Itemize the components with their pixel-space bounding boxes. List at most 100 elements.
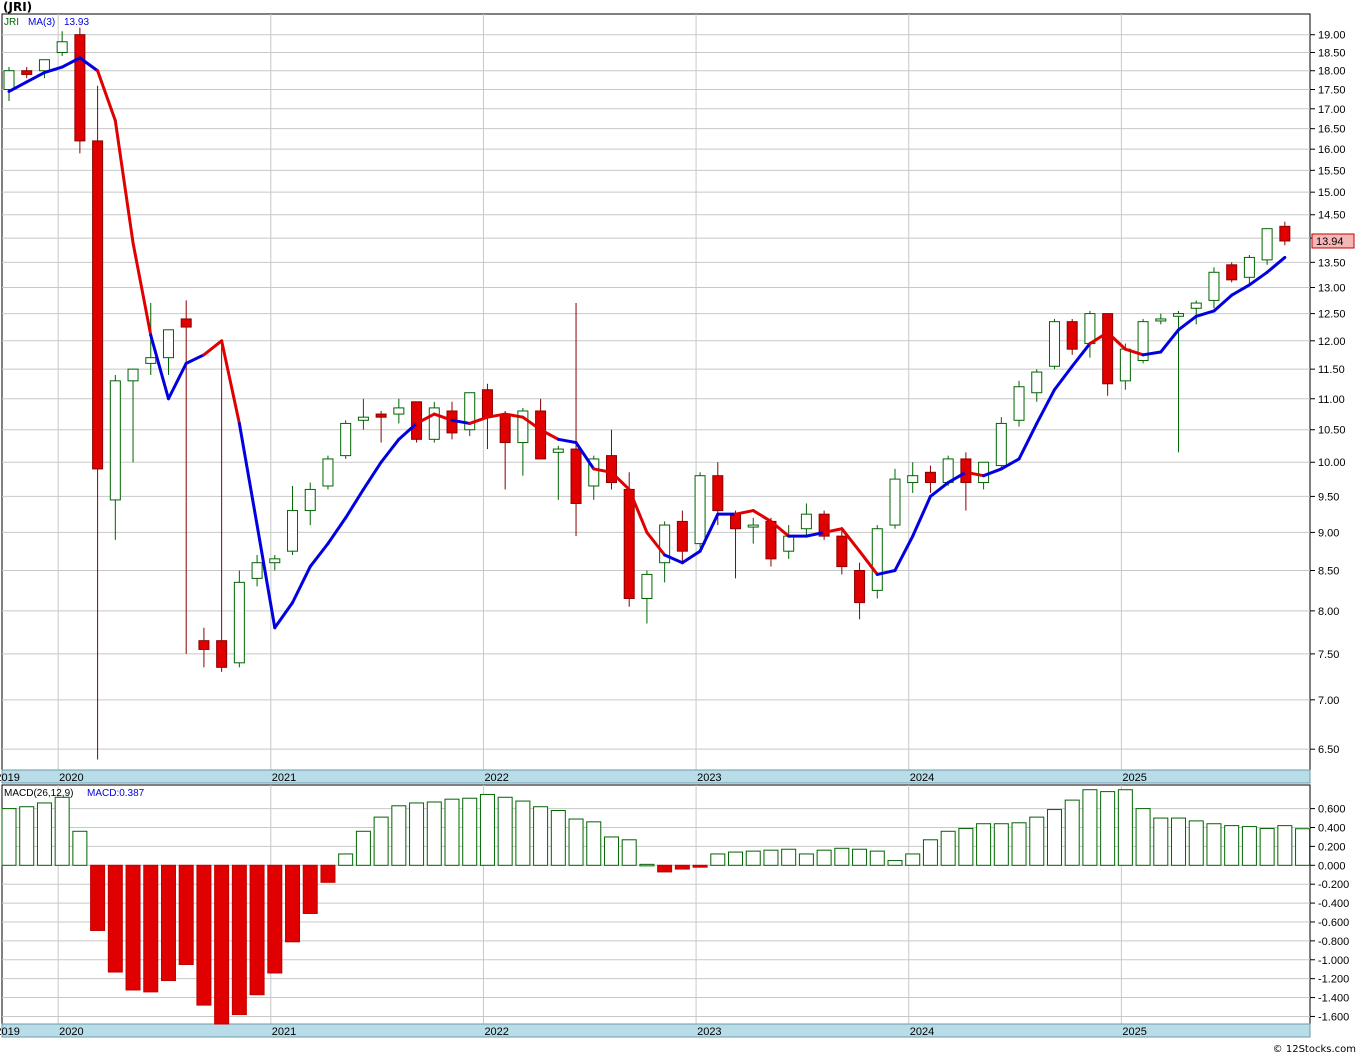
candle-body (588, 458, 600, 487)
price-tick-label: 16.50 (1318, 124, 1346, 136)
macd-bar (125, 864, 141, 991)
ma-segment (432, 412, 454, 422)
candle-body (1119, 348, 1131, 382)
ma-segment (485, 412, 507, 419)
macd-bar (798, 853, 814, 866)
macd-bar (54, 796, 70, 866)
price-tick-label: 17.00 (1318, 104, 1346, 116)
ma-segment (804, 530, 826, 538)
ma-segment (78, 56, 100, 73)
price-tick-label: 9.00 (1318, 527, 1339, 539)
candle-body (1173, 313, 1185, 317)
macd-bar (1135, 808, 1151, 866)
macd-bar (728, 851, 744, 866)
ma-segment (237, 421, 259, 527)
candle-body (783, 535, 795, 552)
year-label: 2020 (59, 772, 83, 784)
ma-segment (627, 487, 649, 534)
macd-tick-label: -1.600 (1318, 1011, 1349, 1023)
macd-bar (462, 797, 478, 866)
ma-segment (379, 437, 401, 464)
macd-tick-label: 0.600 (1318, 804, 1346, 816)
price-tick-label: 18.00 (1318, 66, 1346, 78)
price-tick-label: 18.50 (1318, 47, 1346, 59)
candle-body (38, 59, 50, 72)
macd-bar (426, 801, 442, 866)
candle-body (375, 413, 387, 418)
macd-bar (107, 864, 123, 973)
ma-segment (911, 494, 932, 538)
macd-bar (1064, 799, 1080, 866)
ma-segment (468, 415, 489, 425)
macd-legend-value: MACD:0.387 (87, 788, 145, 799)
price-tick-label: 6.50 (1318, 744, 1339, 756)
macd-bar (887, 860, 903, 866)
ma-segment (645, 530, 667, 557)
year-label: 2019 (0, 772, 20, 784)
ma-segment (858, 549, 879, 576)
macd-tick-label: -1.000 (1318, 955, 1349, 967)
macd-bar (639, 863, 655, 867)
price-tick-label: 19.00 (1318, 30, 1346, 42)
macd-bar (249, 864, 265, 996)
candle-body (694, 475, 706, 545)
price-tick-label: 12.00 (1318, 336, 1346, 348)
macd-bar (816, 849, 832, 866)
candle-body (854, 569, 866, 604)
macd-bar (781, 848, 797, 866)
ma-segment (503, 412, 525, 419)
macd-bar (657, 864, 673, 873)
macd-bar (143, 864, 159, 993)
macd-bar (586, 821, 602, 866)
candle-body (552, 448, 564, 453)
ma-segment (42, 65, 64, 75)
price-tick-label: 11.50 (1318, 364, 1345, 376)
candle-body (570, 448, 582, 504)
legend-ticker: JRI (4, 17, 19, 28)
chart-title: (JRI) (3, 0, 33, 14)
ma-segment (1230, 283, 1251, 297)
ma-segment (999, 457, 1021, 471)
candle-body (127, 368, 139, 382)
candle-body (269, 558, 281, 564)
candle-body (1155, 318, 1167, 322)
ma-segment (1088, 331, 1110, 346)
macd-bar (1046, 809, 1062, 866)
candle-body (659, 524, 671, 564)
macd-bar (160, 864, 176, 982)
price-tick-label: 14.50 (1318, 210, 1346, 222)
candle-body (1208, 271, 1220, 301)
macd-bar (905, 853, 921, 866)
ma-segment (734, 509, 755, 516)
macd-bar (1153, 817, 1169, 866)
ma-segment (326, 516, 348, 546)
candle-body (109, 380, 121, 501)
macd-bar (285, 864, 301, 943)
ma-segment (663, 553, 684, 565)
last-price-tag (1311, 233, 1355, 249)
candle-body (1048, 321, 1060, 367)
candle-body (676, 520, 688, 552)
ma-segment (1106, 331, 1127, 351)
candle-body (765, 520, 777, 560)
candle-body (1190, 302, 1202, 309)
macd-tick-label: -0.800 (1318, 936, 1349, 948)
price-tick-label: 11.00 (1318, 394, 1345, 406)
macd-year-band (1, 1023, 1311, 1038)
ma-segment (574, 441, 596, 471)
candle-body (730, 513, 742, 530)
ma-segment (698, 512, 720, 553)
macd-bar (178, 864, 194, 965)
candle-body (216, 640, 228, 668)
macd-bar (391, 805, 407, 866)
macd-tick-label: -0.400 (1318, 898, 1349, 910)
price-tick-label: 10.00 (1318, 457, 1346, 469)
ma-segment (291, 565, 312, 605)
year-label: 2023 (697, 1026, 721, 1038)
candle-body (889, 478, 901, 526)
ma-segment (415, 412, 436, 425)
year-label: 2023 (697, 772, 721, 784)
ma-segment (875, 568, 897, 576)
price-tick-label: 16.00 (1318, 144, 1346, 156)
candle-body (428, 407, 440, 440)
